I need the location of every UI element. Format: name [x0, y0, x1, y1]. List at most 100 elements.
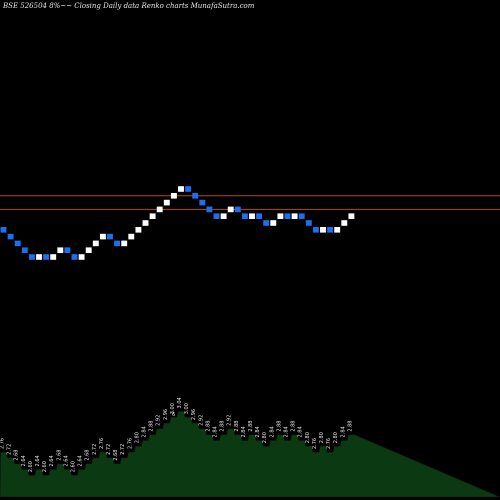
volume-label: 2.84	[340, 426, 346, 437]
volume-label: 2.60	[42, 461, 48, 472]
renko-brick-up	[227, 206, 234, 213]
volume-label: 2.92	[227, 415, 233, 426]
volume-label: 3.04	[177, 397, 183, 408]
renko-brick-down	[298, 213, 305, 219]
volume-label: 2.72	[106, 444, 112, 455]
volume-peak-label: 6	[172, 412, 175, 418]
renko-brick-down	[305, 220, 312, 226]
volume-label: 2.88	[347, 421, 353, 432]
renko-brick-up	[291, 213, 298, 219]
renko-brick-down	[192, 193, 199, 199]
volume-label: 2.64	[49, 455, 55, 466]
volume-label: 2.88	[248, 421, 254, 432]
volume-label: 2.72	[120, 444, 126, 455]
renko-brick-down	[284, 213, 291, 219]
volume-label: 2.60	[71, 461, 77, 472]
volume-label: 2.88	[220, 421, 226, 432]
renko-brick-up	[320, 227, 326, 233]
volume-label: 2.88	[149, 421, 155, 432]
renko-brick-down	[43, 254, 50, 260]
volume-label: 2.96	[163, 409, 169, 420]
volume-label: 2.76	[0, 438, 6, 449]
renko-brick-down	[0, 227, 7, 233]
renko-brick-up	[163, 199, 170, 206]
renko-brick-up	[334, 227, 341, 233]
renko-brick-down	[14, 240, 21, 247]
chart-title: BSE 526504 8%~~ Closing Daily data Renko…	[3, 2, 255, 10]
renko-brick-up	[85, 247, 92, 253]
volume-label: 2.84	[284, 426, 290, 437]
volume-label: 2.76	[312, 438, 318, 449]
volume-label: 2.68	[56, 450, 62, 461]
renko-brick-down	[107, 233, 113, 240]
renko-brick-down	[64, 247, 71, 253]
renko-brick-down	[28, 254, 35, 260]
renko-brick-up	[99, 233, 106, 240]
volume-label: 2.88	[234, 421, 240, 432]
renko-brick-up	[149, 213, 156, 219]
renko-brick-down	[241, 213, 248, 219]
renko-brick-up	[277, 213, 284, 219]
renko-brick-down	[114, 240, 121, 247]
renko-brick-down	[327, 227, 334, 233]
renko-brick-down	[185, 186, 192, 192]
volume-label: 2.80	[333, 432, 339, 443]
renko-brick-down	[71, 254, 78, 260]
renko-brick-down	[21, 247, 28, 253]
renko-brick-up	[128, 233, 135, 240]
renko-brick-up	[50, 254, 57, 260]
renko-brick-up	[170, 193, 177, 199]
volume-labels: 2.762.722.682.642.602.642.602.642.682.64…	[0, 397, 353, 472]
volume-label: 2.96	[191, 409, 197, 420]
volume-label: 2.64	[21, 455, 27, 466]
volume-label: 2.76	[99, 438, 105, 449]
volume-label: 2.72	[92, 444, 98, 455]
volume-label: 2.88	[276, 421, 282, 432]
volume-label: 3.00	[170, 403, 176, 414]
renko-bricks	[0, 186, 355, 260]
volume-label: 2.88	[291, 421, 297, 432]
volume-label: 2.76	[326, 438, 332, 449]
volume-label: 2.84	[269, 426, 275, 437]
renko-brick-down	[312, 227, 319, 233]
reference-lines	[0, 195, 500, 210]
renko-brick-down	[199, 199, 206, 206]
volume-label: 2.68	[85, 450, 91, 461]
renko-brick-up	[78, 254, 85, 260]
volume-label: 2.64	[35, 455, 41, 466]
volume-label: 2.84	[213, 426, 219, 437]
renko-brick-down	[256, 213, 263, 219]
renko-brick-up	[156, 206, 163, 213]
renko-brick-down	[7, 233, 14, 240]
renko-brick-down	[234, 206, 241, 213]
renko-brick-up	[178, 186, 184, 192]
renko-brick-up	[92, 240, 99, 247]
renko-brick-up	[341, 220, 348, 226]
renko-brick-down	[213, 213, 220, 219]
volume-label: 2.92	[156, 415, 162, 426]
volume-label: 2.72	[7, 444, 13, 455]
volume-area-shape	[0, 411, 500, 498]
volume-label: 2.80	[134, 432, 140, 443]
volume-label: 2.64	[63, 455, 69, 466]
volume-label: 2.80	[305, 432, 311, 443]
renko-brick-up	[135, 227, 142, 233]
volume-label: 2.64	[78, 455, 84, 466]
volume-label: 2.68	[14, 450, 20, 461]
renko-brick-down	[206, 206, 213, 213]
renko-brick-down	[263, 220, 270, 226]
renko-brick-up	[220, 213, 227, 219]
renko-brick-up	[57, 247, 64, 253]
renko-brick-up	[348, 213, 355, 219]
renko-brick-up	[142, 220, 149, 226]
volume-label: 2.80	[319, 432, 325, 443]
volume-label: 2.80	[262, 432, 268, 443]
volume-label: 2.84	[298, 426, 304, 437]
volume-label: 2.60	[28, 461, 34, 472]
renko-brick-up	[36, 254, 42, 260]
volume-label: 3.00	[184, 403, 190, 414]
renko-brick-up	[121, 240, 128, 247]
renko-brick-up	[249, 213, 255, 219]
volume-label: 2.84	[142, 426, 148, 437]
